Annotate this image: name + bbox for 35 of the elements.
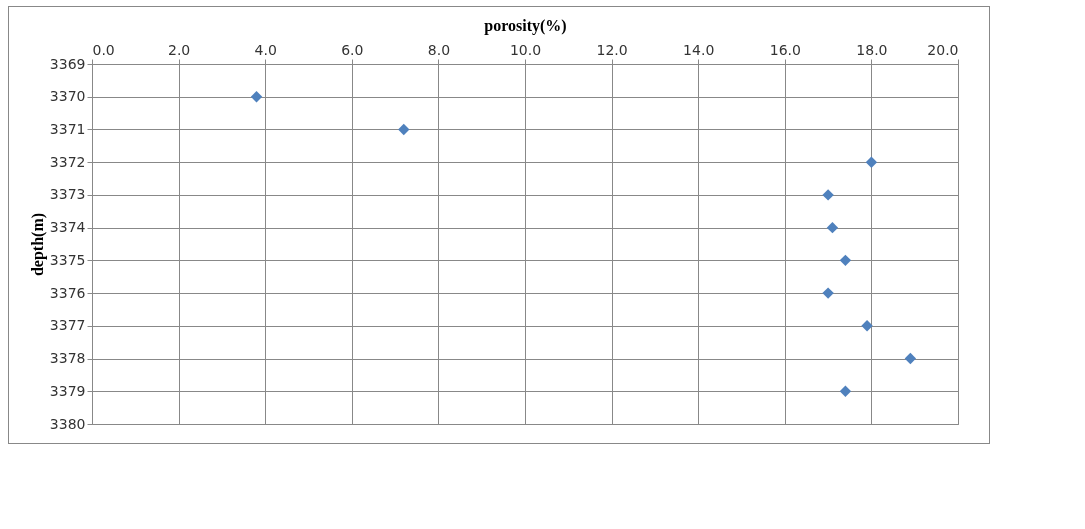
point — [904, 352, 917, 365]
x-tick-label: 10.0 — [509, 41, 542, 58]
y-tick-label: 3377 — [49, 317, 86, 334]
point — [398, 123, 410, 136]
y-tick-label: 3370 — [49, 88, 86, 105]
y-tick-label: 3375 — [49, 251, 86, 268]
x-tick-label: 20.0 — [927, 41, 959, 58]
x-tick-label: 6.0 — [341, 41, 364, 58]
point — [250, 91, 263, 103]
point — [826, 221, 839, 234]
point — [839, 385, 852, 397]
x-tick-label: 18.0 — [856, 41, 888, 58]
y-tick-label: 3369 — [49, 55, 86, 72]
x-tick-label: 0.0 — [92, 41, 115, 58]
x-axis-title: porosity(%) — [484, 16, 567, 35]
x-tick-label: 12.0 — [596, 41, 628, 58]
y-tick-label: 3380 — [49, 415, 86, 432]
x-tick-label: 8.0 — [427, 41, 451, 58]
point — [839, 254, 852, 267]
x-tick-label: 16.0 — [769, 41, 801, 58]
point — [861, 320, 873, 332]
y-tick-label: 3374 — [49, 219, 86, 236]
x-tick-label: 2.0 — [167, 41, 191, 58]
y-tick-label: 3372 — [49, 153, 86, 170]
y-tick-label: 3378 — [49, 350, 86, 367]
point — [822, 189, 834, 201]
x-tick-label: 4.0 — [254, 41, 277, 58]
point — [865, 156, 878, 168]
y-tick-label: 3371 — [49, 120, 86, 137]
y-axis-title: depth(m) — [28, 212, 47, 277]
y-tick-label: 3379 — [49, 382, 86, 399]
y-tick-label: 3376 — [49, 284, 86, 301]
x-tick-label: 14.0 — [683, 41, 715, 58]
y-tick-label: 3373 — [49, 186, 86, 203]
point — [822, 287, 834, 299]
